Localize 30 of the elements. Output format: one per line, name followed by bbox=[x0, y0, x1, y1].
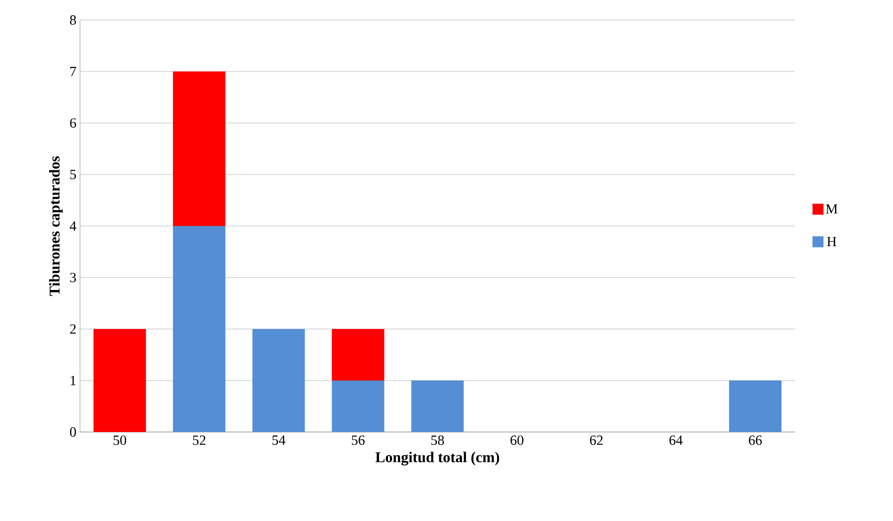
bar bbox=[411, 380, 464, 432]
x-tick-label: 52 bbox=[193, 436, 206, 445]
y-tick-label: 5 bbox=[70, 170, 76, 180]
x-tick-label: 64 bbox=[669, 436, 683, 445]
y-tick-label: 3 bbox=[70, 272, 76, 282]
y-tick-label: 4 bbox=[70, 221, 76, 231]
bar bbox=[172, 72, 226, 226]
x-axis-title: Longitud total (cm) bbox=[375, 452, 500, 466]
y-tick-label: 8 bbox=[70, 15, 76, 25]
bar bbox=[252, 329, 305, 432]
y-tick-label: 1 bbox=[70, 376, 76, 386]
x-tick-label: 50 bbox=[114, 436, 126, 445]
bar bbox=[729, 380, 782, 432]
x-tick-label: 66 bbox=[748, 436, 762, 445]
y-tick-label: 6 bbox=[70, 118, 76, 128]
bar bbox=[94, 329, 146, 432]
x-tick-label: 58 bbox=[431, 436, 444, 445]
x-tick-label: 62 bbox=[590, 436, 603, 445]
bar bbox=[172, 226, 226, 432]
y-tick-label: 2 bbox=[70, 324, 76, 334]
bar bbox=[332, 380, 384, 432]
x-tick-label: 54 bbox=[272, 436, 286, 445]
x-tick-label: 60 bbox=[510, 436, 524, 445]
legend-label: M bbox=[826, 204, 838, 214]
legend-label: H bbox=[827, 236, 836, 246]
x-tick-label: 56 bbox=[352, 436, 365, 445]
y-tick-label: 7 bbox=[70, 66, 76, 76]
bar bbox=[332, 329, 384, 380]
y-axis-title: Tiburones capturados bbox=[49, 156, 63, 296]
y-tick-label: 0 bbox=[70, 427, 76, 437]
